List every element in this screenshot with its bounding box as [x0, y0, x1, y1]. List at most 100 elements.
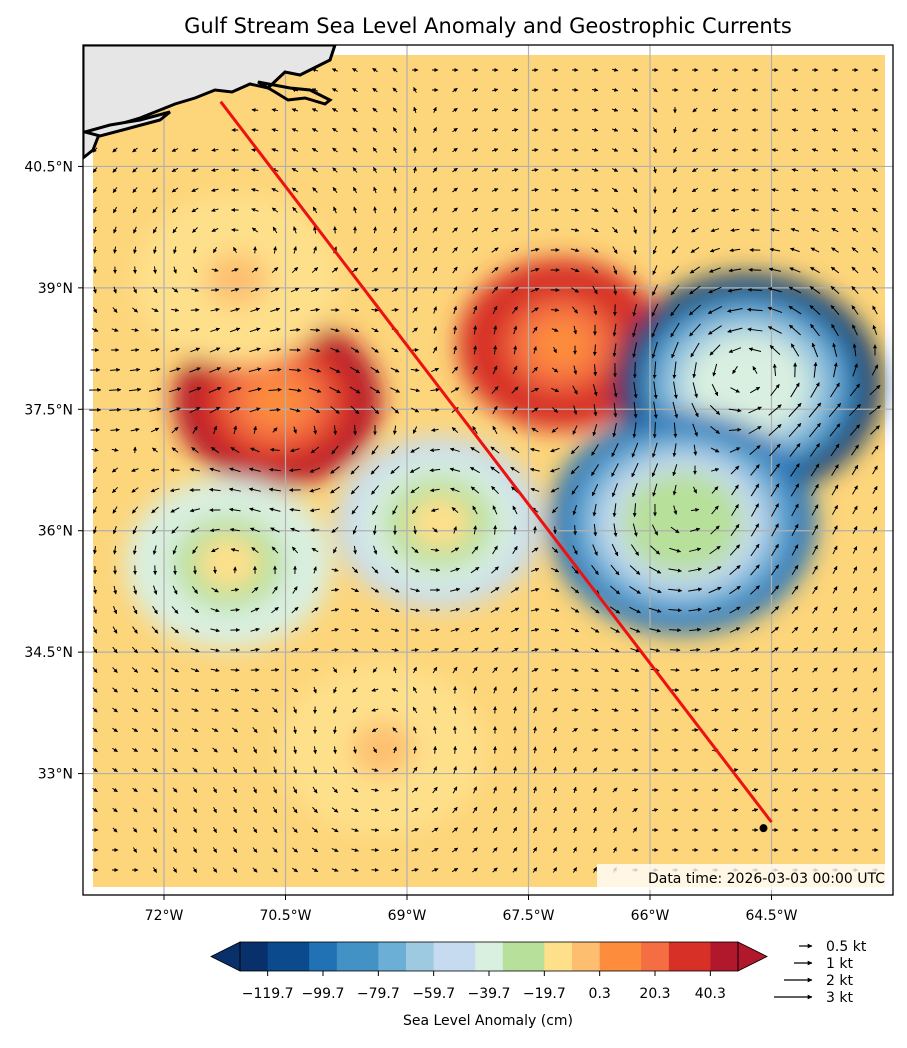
colorbar-cell — [572, 942, 586, 971]
current-vector — [371, 830, 378, 831]
current-vector — [749, 270, 761, 271]
colorbar-cell — [254, 942, 268, 971]
current-vector — [195, 566, 196, 574]
colorbar-tick-label: −119.7 — [242, 986, 294, 1002]
current-vector — [371, 850, 378, 851]
current-vector — [535, 527, 536, 534]
y-tick-label: 40.5°N — [24, 159, 73, 175]
colorbar-cell — [434, 942, 448, 971]
colorbar-cell — [365, 942, 379, 971]
current-vector — [532, 70, 538, 71]
colorbar-tick-label: 40.3 — [695, 986, 726, 1002]
quiver-key-label: 1 kt — [826, 956, 853, 972]
colorbar-tick-label: −59.7 — [412, 986, 455, 1002]
anomaly-contour-low — [352, 723, 414, 775]
current-vector — [312, 670, 319, 671]
quiver-key-label: 0.5 kt — [826, 939, 867, 955]
data-time-label: Data time: 2026-03-03 00:00 UTC — [648, 871, 885, 887]
anomaly-contour-low — [206, 254, 268, 306]
current-vector — [455, 746, 456, 754]
map-plot-area: Data time: 2026-03-03 00:00 UTC — [83, 45, 893, 895]
current-vector — [670, 650, 680, 651]
track-end-marker — [760, 824, 768, 832]
current-vector — [532, 110, 538, 111]
current-vector — [572, 130, 578, 131]
current-vector — [135, 266, 136, 273]
current-vector — [515, 747, 516, 754]
colorbar-cell — [406, 942, 420, 971]
current-vector — [335, 227, 336, 234]
anomaly-contour-low — [621, 472, 743, 574]
current-vector — [232, 230, 239, 231]
colorbar-tick-label: −79.7 — [357, 986, 400, 1002]
colorbar-cell — [378, 942, 392, 971]
colorbar-cells — [240, 942, 739, 971]
colorbar-cell — [323, 942, 337, 971]
current-vector — [691, 690, 699, 691]
colorbar-low-extend — [211, 942, 240, 971]
colorbar-cell — [295, 942, 309, 971]
x-tick-label: 72°W — [145, 908, 184, 924]
colorbar-cell — [641, 942, 655, 971]
colorbar-cell — [282, 942, 296, 971]
anomaly-contour-high — [246, 375, 308, 427]
colorbar-cell — [240, 942, 254, 971]
colorbar-cell — [461, 942, 475, 971]
current-vector — [572, 150, 578, 151]
quiver-key-label: 3 kt — [826, 990, 853, 1006]
colorbar-cell — [614, 942, 628, 971]
colorbar-cell — [655, 942, 669, 971]
current-vector — [772, 130, 778, 131]
colorbar-tick-label: −39.7 — [468, 986, 511, 1002]
current-vector — [635, 362, 636, 378]
current-vector — [231, 670, 240, 671]
colorbar-cell — [517, 942, 531, 971]
y-tick-label: 36°N — [38, 524, 73, 540]
current-vector — [255, 247, 256, 254]
current-vector — [171, 470, 180, 471]
current-vector — [632, 750, 638, 751]
x-tick-label: 66°W — [631, 908, 670, 924]
colorbar-tick-label: 0.3 — [589, 986, 611, 1002]
x-tick-label: 70.5°W — [259, 908, 311, 924]
colorbar-cell — [683, 942, 697, 971]
colorbar-cell — [710, 942, 724, 971]
colorbar-cell — [503, 942, 517, 971]
colorbar-high-extend — [738, 942, 767, 971]
colorbar-tick-label: −99.7 — [302, 986, 345, 1002]
colorbar-label: Sea Level Anomaly (cm) — [403, 1013, 573, 1029]
colorbar-cell — [697, 942, 711, 971]
y-axis-ticks: 40.5°N39°N37.5°N36°N34.5°N33°N — [24, 159, 83, 782]
current-vector — [495, 746, 496, 753]
current-vector — [652, 750, 658, 751]
y-tick-label: 34.5°N — [24, 645, 73, 661]
current-vector — [515, 526, 516, 535]
quiver-key-label: 2 kt — [826, 973, 853, 989]
colorbar-cell — [600, 942, 614, 971]
current-vector — [231, 610, 240, 611]
colorbar-cell — [586, 942, 600, 971]
current-vector — [772, 150, 778, 151]
colorbar-cell — [337, 942, 351, 971]
current-vector — [672, 810, 678, 811]
y-tick-label: 37.5°N — [24, 402, 73, 418]
colorbar-cell — [420, 942, 434, 971]
current-vector — [455, 726, 456, 733]
anomaly-contour-low — [408, 497, 470, 549]
colorbar-cell — [475, 942, 489, 971]
current-vector — [111, 430, 120, 431]
current-vector — [310, 330, 320, 331]
anomaly-contour-high — [530, 319, 592, 371]
colorbar-cell — [489, 942, 503, 971]
current-vector — [551, 650, 558, 651]
colorbar-cell — [669, 942, 683, 971]
map-title: Gulf Stream Sea Level Anomaly and Geostr… — [184, 14, 792, 38]
colorbar-cell — [268, 942, 282, 971]
current-vector — [252, 110, 258, 111]
colorbar-tick-label: 20.3 — [639, 986, 670, 1002]
colorbar-cell — [351, 942, 365, 971]
